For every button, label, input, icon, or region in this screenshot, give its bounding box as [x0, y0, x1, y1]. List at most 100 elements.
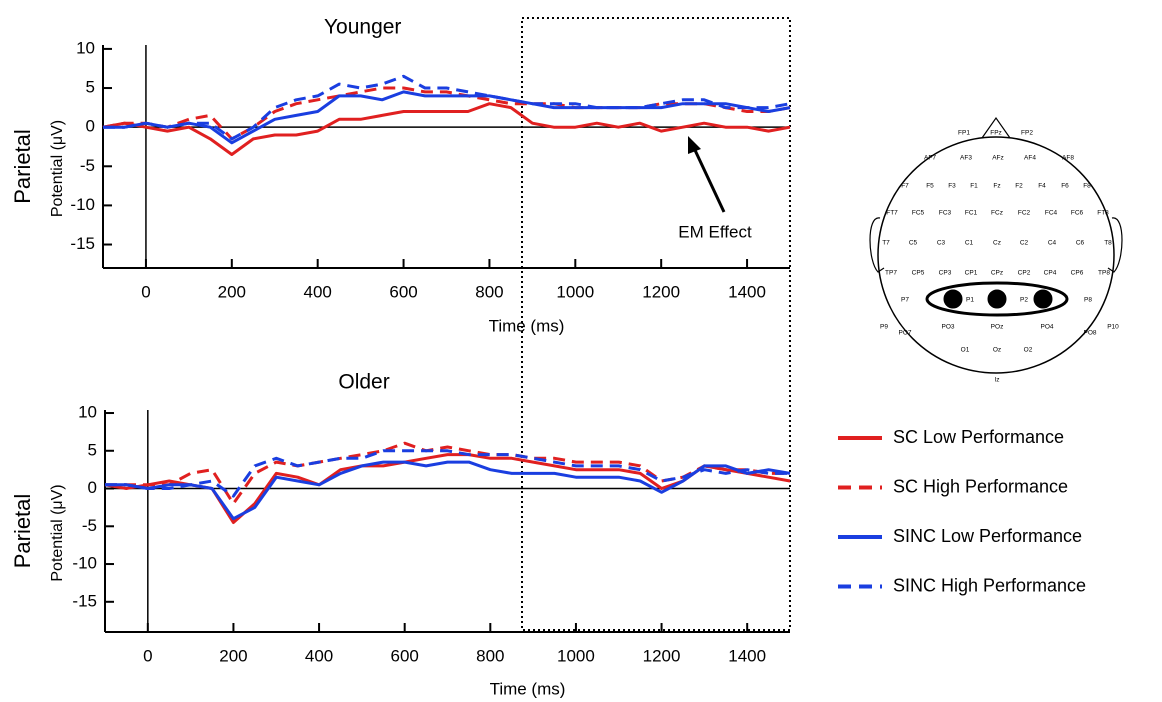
electrode-label: O2	[1024, 347, 1033, 354]
series-line	[103, 74, 791, 141]
electrode-label: CP4	[1044, 270, 1057, 277]
electrode-label: T8	[1104, 240, 1112, 247]
electrode-label: TP7	[885, 270, 897, 277]
x-tick-label: 400	[305, 646, 333, 665]
y-tick-label: 5	[86, 78, 95, 97]
electrode-label: CP5	[912, 270, 925, 277]
nose	[981, 116, 1011, 139]
electrode-label: CP6	[1071, 270, 1084, 277]
electrode-label: P7	[901, 297, 909, 304]
series-line	[105, 460, 791, 521]
x-tick-label: 1400	[728, 646, 766, 665]
roi-electrode	[943, 289, 963, 309]
electrode-label: FC6	[1071, 210, 1084, 217]
electrode-label: O1	[961, 347, 970, 354]
electrode-label: Fz	[993, 183, 1000, 190]
electrode-label: C3	[937, 240, 946, 247]
electrode-label: AF7	[924, 155, 936, 162]
annotation-arrow	[692, 147, 726, 213]
chart-title: Older	[338, 371, 389, 394]
series-line	[105, 441, 790, 506]
electrode-label: P1	[966, 297, 974, 304]
electrode-label: F5	[926, 183, 934, 190]
electrode-label: FC2	[1018, 210, 1031, 217]
electrode-label: AF8	[1062, 155, 1074, 162]
electrode-label: C2	[1020, 240, 1029, 247]
electrode-label: PO3	[941, 324, 954, 331]
x-axis-label: Time (ms)	[489, 316, 565, 335]
electrode-label: CP2	[1018, 270, 1031, 277]
electrode-label: PO4	[1040, 324, 1053, 331]
x-tick-label: 0	[143, 646, 152, 665]
head-map	[869, 116, 1123, 374]
electrode-label: AF3	[960, 155, 972, 162]
electrode-label: F8	[1083, 183, 1091, 190]
y-tick-label: 0	[88, 478, 97, 497]
electrode-label: Cz	[993, 240, 1001, 247]
row-label: Parietal	[10, 129, 35, 204]
electrode-label: Oz	[993, 347, 1001, 354]
electrode-label: POz	[991, 324, 1004, 331]
electrode-label: P10	[1107, 324, 1119, 331]
electrode-label: FC1	[965, 210, 978, 217]
series-line	[103, 90, 791, 145]
electrode-label: P8	[1084, 297, 1092, 304]
electrode-label: F2	[1015, 183, 1023, 190]
x-tick-label: 400	[304, 282, 332, 301]
electrode-label: FPz	[990, 130, 1002, 137]
electrode-label: FP2	[1021, 130, 1033, 137]
row-label: Parietal	[10, 494, 35, 569]
y-tick-label: -10	[72, 554, 97, 573]
electrode-label: F1	[970, 183, 978, 190]
electrode-label: F7	[901, 183, 909, 190]
x-tick-label: 1000	[557, 646, 595, 665]
x-tick-label: 1400	[728, 282, 766, 301]
electrode-label: T7	[882, 240, 890, 247]
left-ear	[869, 217, 885, 273]
electrode-label: CPz	[991, 270, 1003, 277]
roi-ellipse	[925, 281, 1069, 317]
electrode-label: F4	[1038, 183, 1046, 190]
electrode-label: AF4	[1024, 155, 1036, 162]
y-tick-label: -15	[72, 591, 97, 610]
x-tick-label: 800	[476, 646, 504, 665]
electrode-label: C6	[1076, 240, 1085, 247]
electrode-label: C4	[1048, 240, 1057, 247]
electrode-label: F3	[948, 183, 956, 190]
y-tick-label: -15	[70, 234, 95, 253]
x-axis-label: Time (ms)	[490, 679, 566, 698]
electrode-label: FC5	[912, 210, 925, 217]
annotation: EM Effect	[678, 222, 752, 241]
y-tick-label: -5	[80, 156, 95, 175]
y-tick-label: 5	[88, 440, 97, 459]
electrode-label: FC3	[939, 210, 952, 217]
y-axis-label: Potential (μV)	[49, 120, 66, 217]
series-line	[105, 449, 790, 498]
y-tick-label: -5	[82, 516, 97, 535]
x-tick-label: 600	[389, 282, 417, 301]
x-tick-label: 1200	[643, 646, 681, 665]
electrode-label: CP1	[965, 270, 978, 277]
electrode-label: PO7	[898, 330, 911, 337]
head-outline	[877, 136, 1115, 374]
y-tick-label: 0	[86, 117, 95, 136]
legend-label: SINC High Performance	[893, 575, 1086, 595]
electrode-label: PO8	[1083, 330, 1096, 337]
x-tick-label: 1000	[556, 282, 594, 301]
roi-electrode	[1033, 289, 1053, 309]
x-tick-label: 0	[141, 282, 150, 301]
electrode-label: AFz	[992, 155, 1004, 162]
electrode-label: Iz	[994, 377, 999, 384]
electrode-label: F6	[1061, 183, 1069, 190]
electrode-label: C5	[909, 240, 918, 247]
x-tick-label: 200	[219, 646, 247, 665]
electrode-label: TP8	[1098, 270, 1110, 277]
annotation-arrowhead	[688, 136, 701, 154]
electrode-label: FC4	[1045, 210, 1058, 217]
x-tick-label: 1200	[642, 282, 680, 301]
chart-title: Younger	[324, 16, 401, 39]
y-axis-label: Potential (μV)	[49, 484, 66, 581]
electrode-label: FCz	[991, 210, 1003, 217]
legend-label: SC High Performance	[893, 476, 1068, 496]
